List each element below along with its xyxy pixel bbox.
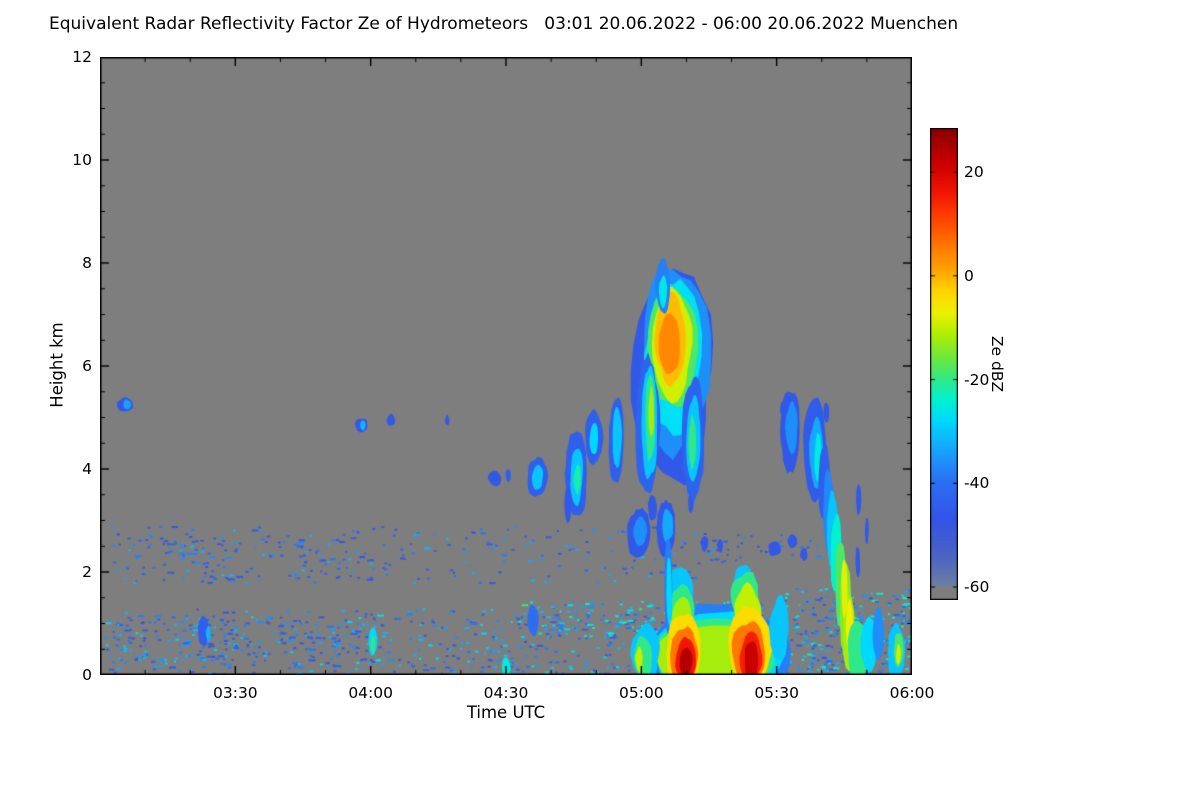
y-tick-label: 8: [82, 254, 92, 272]
y-tick-label: 4: [82, 460, 92, 478]
y-tick-label: 12: [72, 48, 92, 66]
colorbar-tick-label: -40: [964, 474, 990, 493]
x-tick-label: 06:00: [889, 684, 935, 702]
y-tick-label: 6: [82, 357, 92, 375]
chart-title: Equivalent Radar Reflectivity Factor Ze …: [49, 14, 959, 34]
colorbar-label: Ze dBZ: [988, 335, 1006, 393]
x-tick-label: 03:30: [212, 684, 258, 702]
colorbar-tick-label: -20: [964, 370, 990, 389]
y-tick-label: 0: [82, 666, 92, 684]
x-tick-label: 04:00: [348, 684, 393, 702]
x-tick-label: 05:00: [618, 684, 664, 702]
radar-reflectivity-heatmap: [100, 57, 912, 675]
colorbar: [930, 128, 958, 600]
x-tick-label: 05:30: [754, 684, 799, 702]
colorbar-tick-label: 20: [964, 163, 984, 182]
y-tick-label: 10: [72, 151, 92, 169]
colorbar-tick-label: -60: [964, 578, 990, 597]
x-axis-label: Time UTC: [466, 703, 546, 722]
x-tick-label: 04:30: [483, 684, 529, 702]
colorbar-tick-label: 0: [964, 266, 974, 285]
y-tick-label: 2: [82, 563, 92, 581]
